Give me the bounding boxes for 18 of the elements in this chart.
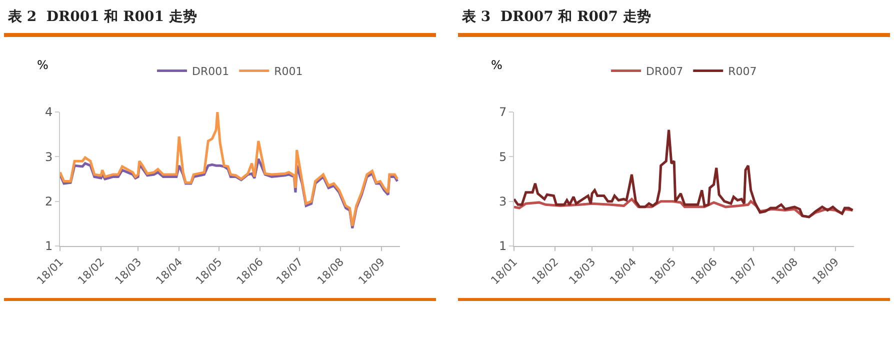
y-tick-label: 3 — [498, 194, 507, 209]
legend-label: DR007 — [646, 64, 684, 78]
line-series — [60, 112, 399, 228]
legend-label: DR001 — [192, 64, 230, 78]
line-series — [514, 128, 854, 218]
legend-label: R007 — [728, 64, 757, 78]
chart-title: 表 3 DR007 和 R007 走势 — [462, 8, 651, 26]
chart-title: 表 2 DR001 和 R001 走势 — [8, 8, 197, 26]
y-tick-label: 3 — [44, 150, 53, 164]
y-tick-label: 7 — [498, 105, 507, 120]
y-tick-label: 1 — [44, 239, 53, 254]
y-axis-title: % — [37, 58, 48, 72]
y-tick-label: 1 — [498, 239, 507, 254]
y-tick-label: 2 — [44, 194, 53, 209]
y-axis-title: % — [491, 58, 502, 72]
legend-label: R001 — [274, 64, 303, 78]
y-tick-label: 4 — [44, 105, 53, 120]
y-tick-label: 5 — [498, 150, 507, 164]
